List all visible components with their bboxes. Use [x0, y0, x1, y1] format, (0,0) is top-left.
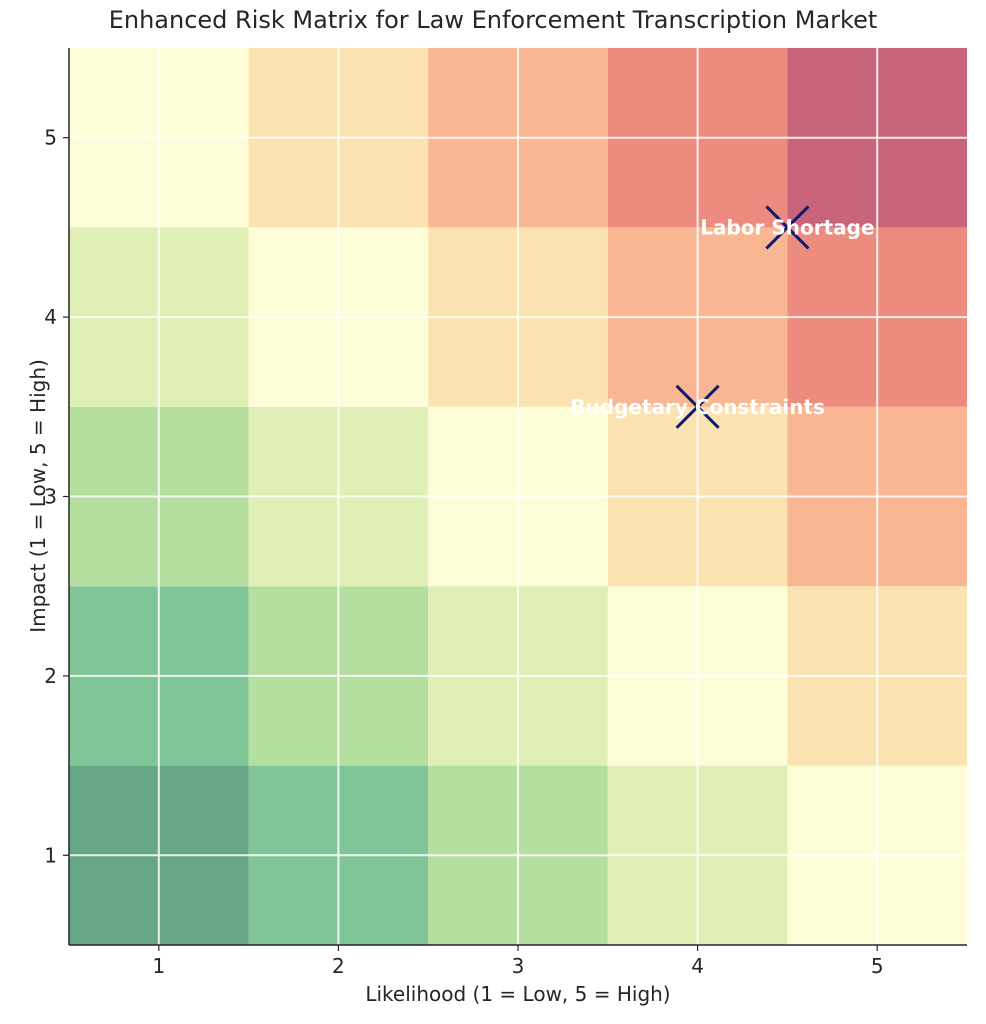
x-tick-label: 5	[871, 954, 884, 978]
y-axis-label: Impact (1 = Low, 5 = High)	[26, 359, 50, 633]
y-tick-label: 1	[44, 843, 57, 867]
x-tick-label: 1	[152, 954, 165, 978]
y-tick-label: 5	[44, 126, 57, 150]
tick-labels: 1 2 3 4 5 1 2 3 4 5	[44, 126, 883, 978]
y-tick-label: 2	[44, 664, 57, 688]
x-marker-stroke	[675, 384, 720, 429]
risk-point-label: Budgetary Constraints	[570, 395, 825, 419]
x-tick-label: 3	[512, 954, 525, 978]
grid-lines	[69, 48, 967, 945]
risk-point: Labor Shortage	[700, 205, 875, 250]
x-tick-label: 2	[332, 954, 345, 978]
x-tick-label: 4	[691, 954, 704, 978]
risk-point-label: Labor Shortage	[700, 215, 874, 239]
risk-point: Budgetary Constraints	[570, 384, 825, 429]
y-tick-label: 4	[44, 305, 57, 329]
x-axis-label: Likelihood (1 = Low, 5 = High)	[365, 982, 671, 1006]
risk-points: Labor Shortage Budgetary Constraints	[570, 205, 875, 429]
x-marker-stroke	[765, 205, 810, 250]
y-tick-label: 3	[44, 485, 57, 509]
chart-title: Enhanced Risk Matrix for Law Enforcement…	[108, 6, 878, 34]
